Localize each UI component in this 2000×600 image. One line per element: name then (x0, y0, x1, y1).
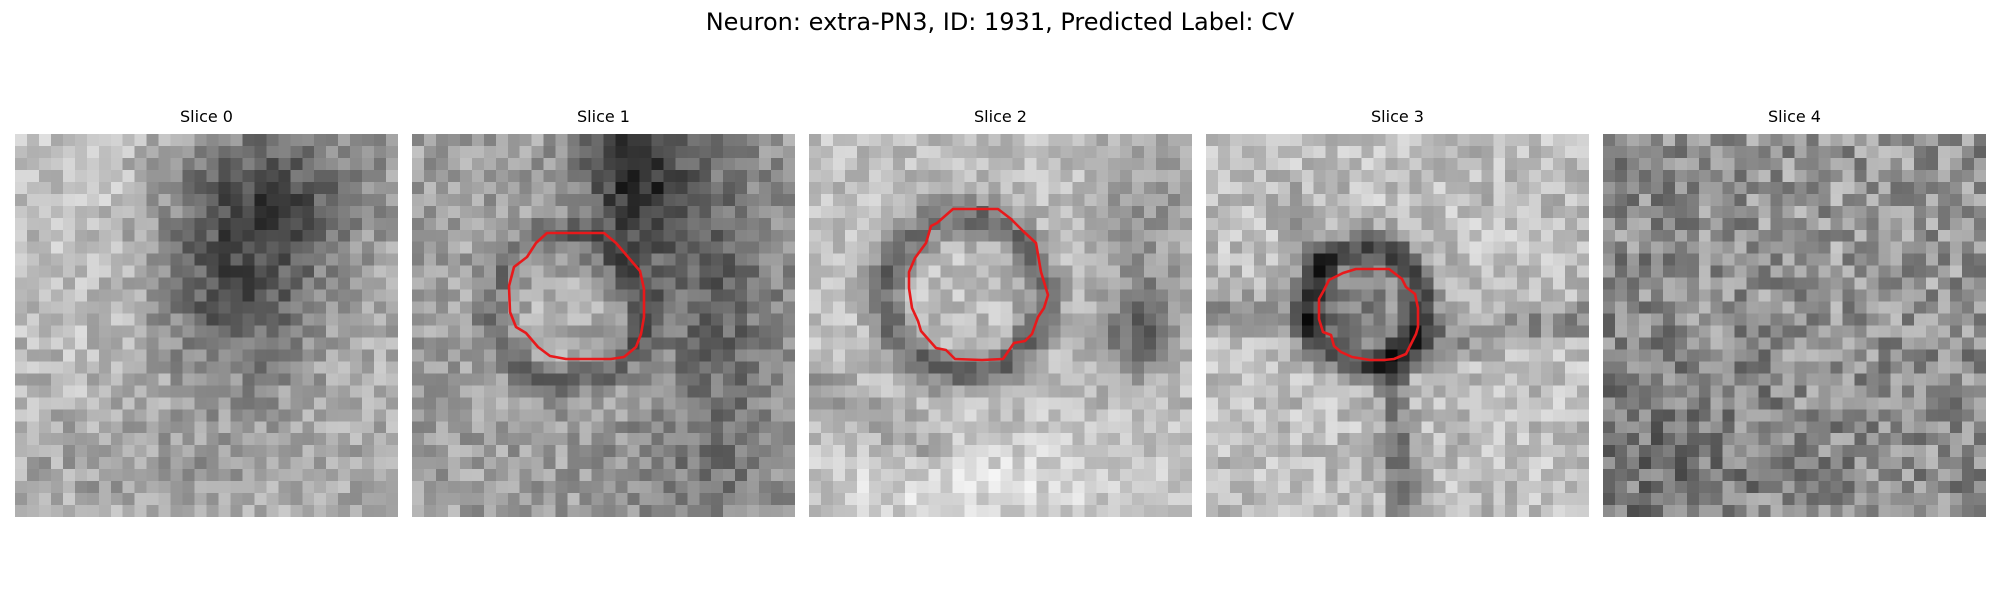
slice-pixels-3 (1206, 134, 1589, 517)
slice-svg-3 (1317, 267, 1420, 362)
slice-pixels-1 (412, 134, 795, 517)
slice-title-3: Slice 3 (1371, 107, 1424, 126)
segmentation-contour-1 (507, 231, 646, 361)
segmentation-contour-3 (1317, 267, 1420, 362)
slice-pixels-0 (15, 134, 398, 517)
figure-title: Neuron: extra-PN3, ID: 1931, Predicted L… (705, 8, 1295, 36)
slice-image-4 (1603, 134, 1986, 517)
slice-image-2 (809, 134, 1192, 517)
slice-title-1: Slice 1 (577, 107, 630, 126)
slice-pixels-2 (809, 134, 1192, 517)
slice-image-0 (15, 134, 398, 517)
slice-title-4: Slice 4 (1768, 107, 1821, 126)
slice-svg-1 (507, 231, 646, 361)
slice-image-1 (412, 134, 795, 517)
slice-svg-2 (907, 207, 1050, 362)
segmentation-contour-2 (907, 207, 1050, 362)
slice-image-3 (1206, 134, 1589, 517)
slice-pixels-4 (1603, 134, 1986, 517)
slice-title-0: Slice 0 (180, 107, 233, 126)
slice-title-2: Slice 2 (974, 107, 1027, 126)
